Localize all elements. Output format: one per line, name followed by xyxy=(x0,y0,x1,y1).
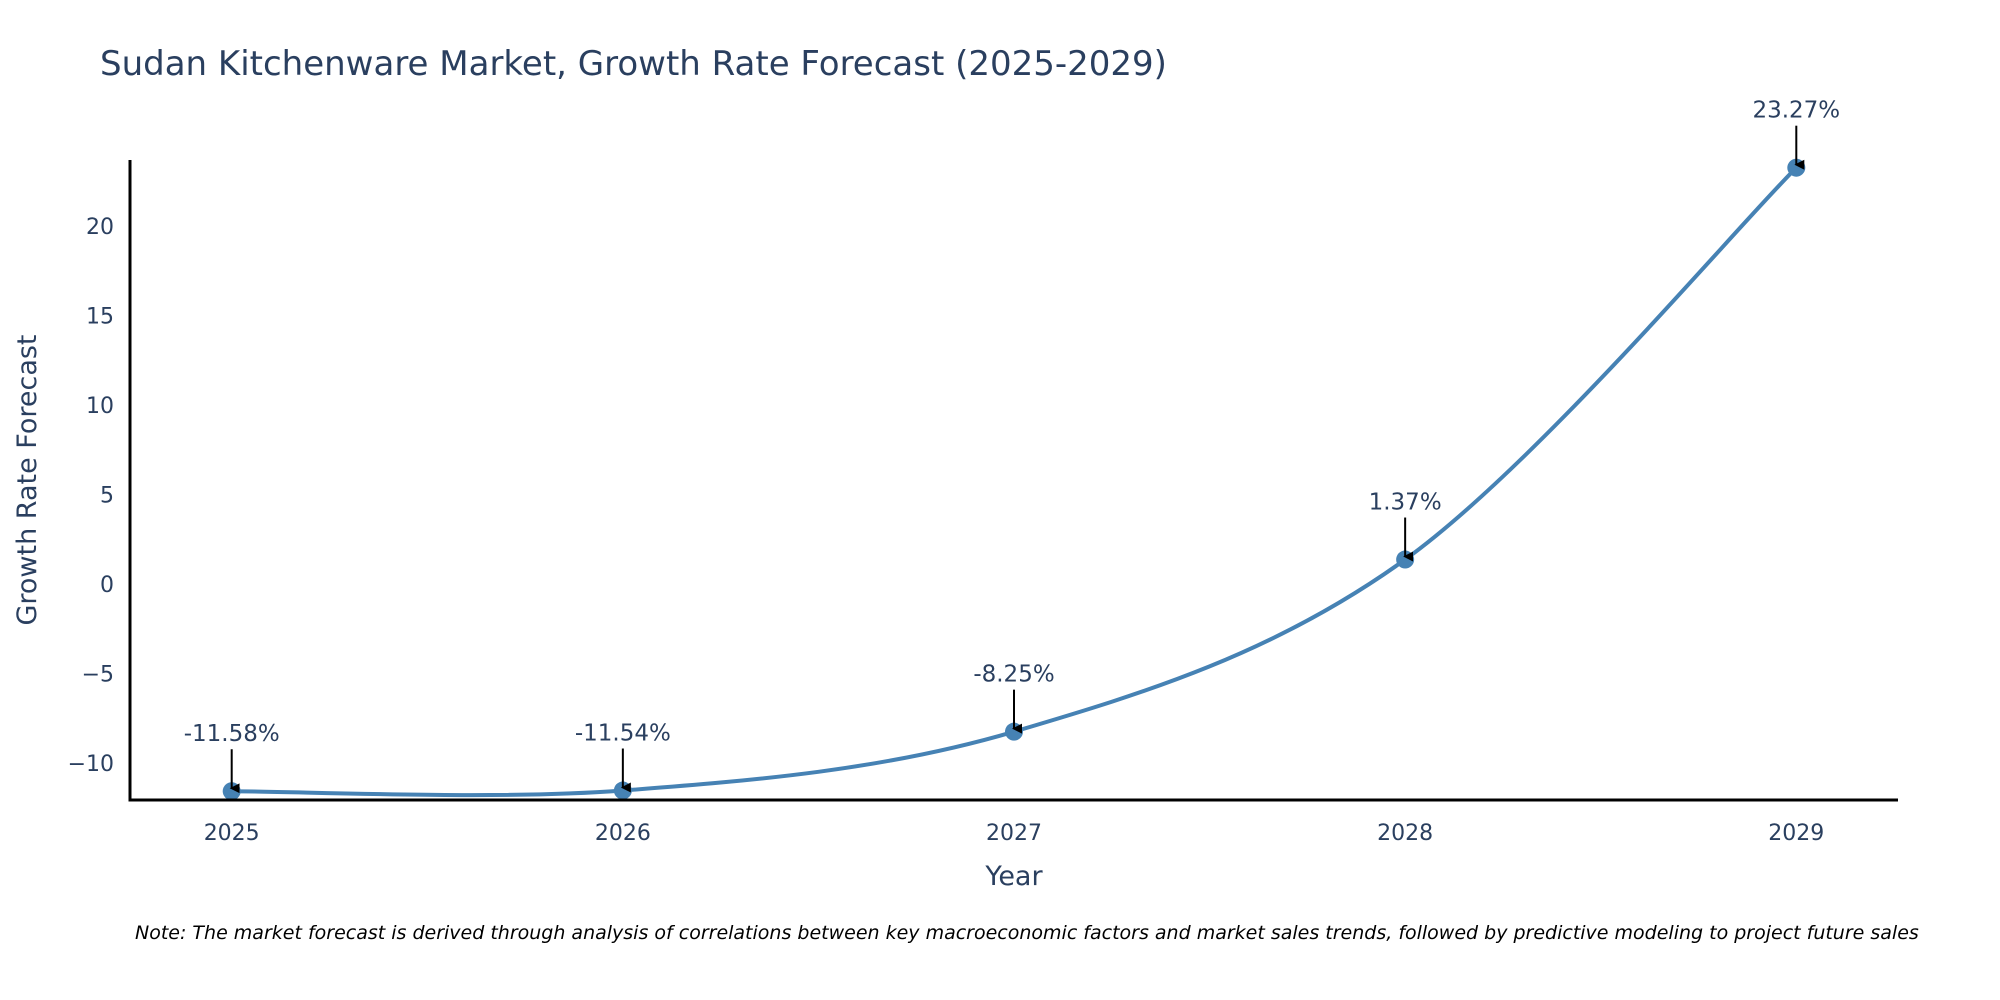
x-tick-label: 2029 xyxy=(1768,821,1824,846)
footnote: Note: The market forecast is derived thr… xyxy=(135,922,1919,944)
annotation-label: 23.27% xyxy=(1752,98,1840,124)
annotation-label: 1.37% xyxy=(1369,490,1442,516)
annotation-label: -11.54% xyxy=(575,721,671,747)
x-tick-label: 2025 xyxy=(204,821,260,846)
y-tick-label: 10 xyxy=(86,394,114,419)
y-tick-label: −5 xyxy=(82,663,114,688)
series-line xyxy=(231,166,1798,798)
y-tick-label: 20 xyxy=(86,215,114,240)
annotations: -11.58% -11.54% -8.25% 1.37% 23.27% xyxy=(184,98,1840,794)
x-tick-label: 2027 xyxy=(986,821,1042,846)
x-tick-label: 2026 xyxy=(595,821,651,846)
y-tick-label: −10 xyxy=(68,752,114,777)
annotation-label: -11.58% xyxy=(184,721,280,747)
y-axis-ticks: −10 −5 0 5 10 15 20 xyxy=(68,215,114,777)
x-axis-ticks: 2025 2026 2027 2028 2029 xyxy=(204,821,1825,846)
y-tick-label: 0 xyxy=(100,573,114,598)
x-axis-title: Year xyxy=(984,861,1043,892)
y-tick-label: 15 xyxy=(86,305,114,330)
chart-title: Sudan Kitchenware Market, Growth Rate Fo… xyxy=(100,44,1167,84)
x-tick-label: 2028 xyxy=(1377,821,1433,846)
y-tick-label: 5 xyxy=(100,484,114,509)
y-axis-title: Growth Rate Forecast xyxy=(12,334,43,625)
annotation-label: -8.25% xyxy=(973,662,1054,688)
